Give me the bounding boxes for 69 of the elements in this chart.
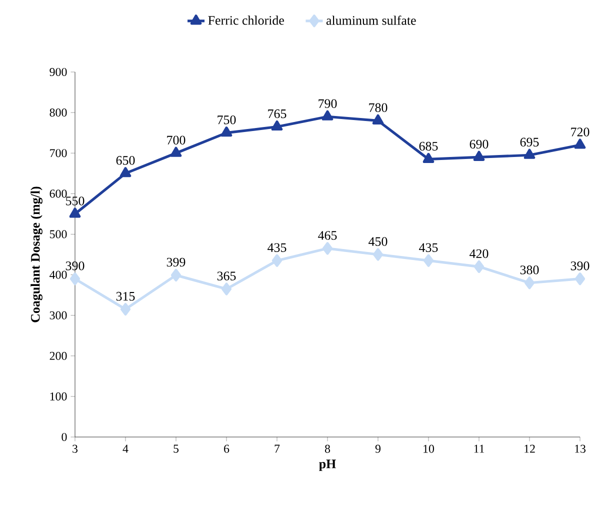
point bbox=[524, 276, 535, 290]
data-label: 685 bbox=[419, 142, 438, 151]
data-label: 720 bbox=[571, 128, 590, 136]
point bbox=[69, 208, 81, 218]
point bbox=[372, 114, 384, 124]
point bbox=[120, 302, 131, 316]
data-label: 399 bbox=[166, 258, 186, 267]
x-tick-label: 13 bbox=[575, 444, 586, 453]
x-tick-label: 11 bbox=[474, 444, 484, 453]
point bbox=[372, 248, 384, 261]
x-tick-label: 9 bbox=[375, 444, 380, 453]
point bbox=[271, 120, 283, 131]
y-tick-label: 800 bbox=[50, 108, 67, 117]
data-label: 315 bbox=[116, 292, 135, 301]
point bbox=[120, 167, 132, 178]
x-tick-label: 12 bbox=[524, 444, 535, 453]
x-tick-label: 6 bbox=[224, 444, 230, 453]
data-label: 380 bbox=[520, 266, 539, 274]
point bbox=[221, 282, 232, 296]
data-label: 750 bbox=[218, 115, 236, 124]
point bbox=[170, 268, 182, 282]
data-label: 790 bbox=[318, 99, 337, 108]
data-label: 450 bbox=[368, 237, 388, 246]
point bbox=[423, 254, 434, 267]
data-label: 420 bbox=[470, 249, 488, 258]
point bbox=[524, 148, 536, 159]
point bbox=[70, 272, 80, 286]
y-axis-title: Coagulant Dosage (mg/l) bbox=[30, 186, 42, 322]
y-tick-label: 100 bbox=[50, 392, 67, 400]
point bbox=[574, 138, 586, 149]
point bbox=[170, 146, 182, 157]
y-tick-label: 700 bbox=[50, 149, 67, 158]
y-tick-label: 400 bbox=[50, 270, 67, 279]
point bbox=[422, 152, 434, 163]
x-tick-label: 3 bbox=[72, 444, 78, 453]
x-tick-label: 7 bbox=[274, 444, 280, 453]
x-tick-label: 8 bbox=[324, 444, 330, 453]
x-tick-label: 4 bbox=[122, 444, 128, 453]
data-label: 690 bbox=[470, 140, 488, 149]
y-tick-label: 200 bbox=[50, 352, 67, 360]
data-label: 465 bbox=[318, 231, 337, 240]
data-label: 650 bbox=[116, 156, 135, 165]
data-label: 435 bbox=[268, 243, 286, 252]
point bbox=[474, 260, 484, 273]
point bbox=[272, 254, 282, 267]
x-axis-title: pH bbox=[319, 460, 336, 471]
y-tick-label: 300 bbox=[50, 311, 67, 320]
data-label: 700 bbox=[167, 136, 186, 144]
data-label: 365 bbox=[217, 272, 236, 280]
data-label: 780 bbox=[369, 103, 388, 112]
x-tick-label: 5 bbox=[174, 444, 179, 453]
y-tick-label: 500 bbox=[50, 230, 67, 238]
data-label: 695 bbox=[520, 138, 539, 147]
legend-label: aluminum sulfate bbox=[326, 16, 416, 25]
point bbox=[220, 126, 232, 137]
x-tick-label: 10 bbox=[424, 444, 434, 453]
data-label: 550 bbox=[66, 196, 84, 206]
point bbox=[574, 272, 586, 286]
legend-label: Ferric chloride bbox=[208, 16, 284, 25]
data-label: 765 bbox=[268, 109, 286, 118]
y-tick-label: 600 bbox=[50, 190, 67, 198]
point bbox=[322, 110, 334, 120]
y-tick-label: 0 bbox=[62, 432, 67, 442]
point bbox=[473, 150, 485, 161]
y-tick-label: 900 bbox=[50, 68, 67, 76]
data-label: 435 bbox=[419, 243, 438, 252]
data-label: 390 bbox=[570, 261, 590, 270]
data-label: 390 bbox=[66, 261, 84, 270]
point bbox=[322, 242, 333, 255]
